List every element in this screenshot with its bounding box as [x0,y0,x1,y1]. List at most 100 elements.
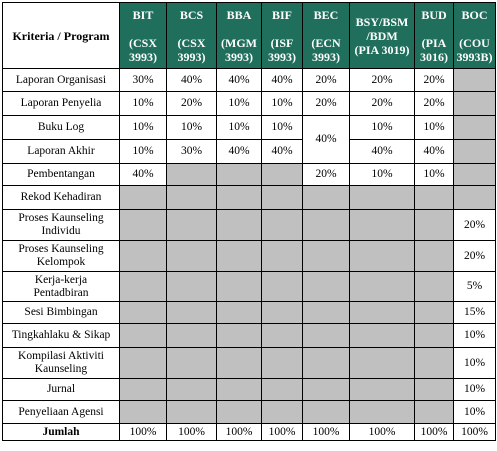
value-cell: 40% [216,139,262,164]
value-cell: 20% [453,240,496,272]
criteria-label: Sesi Bimbingan [2,301,120,324]
assessment-criteria-table: Kriteria / Program BIT (CSX 3993) BCS (CSX… [2,2,496,441]
criteria-label: Penyeliaan Agensi [2,400,120,424]
value-cell: 40% [216,68,262,92]
empty-cell [302,209,350,241]
empty-cell [216,271,262,302]
value-cell: 10% [166,115,217,140]
header-row: Kriteria / Program BIT (CSX 3993) BCS (CSX… [2,2,496,69]
total-row: Jumlah 100% 100% 100% 100% 100% 100% 100… [2,423,496,441]
value-cell: 40% [119,163,167,186]
empty-cell [119,209,167,241]
total-cell: 100% [302,423,350,441]
empty-cell [349,301,415,324]
criteria-label: Laporan Penyelia [2,91,120,116]
empty-cell [119,378,167,401]
table-row: Kompilasi Aktiviti Kaunseling 10% [2,347,496,379]
criteria-label: Proses Kaunseling Kelompok [2,240,120,272]
total-cell: 100% [414,423,454,441]
table-row: Laporan Akhir 10% 30% 40% 40% 40% 40% [2,139,496,164]
empty-cell [302,347,350,379]
header-program-bsy: BSY/BSM /BDM (PIA 3019) [349,2,415,69]
empty-cell [349,209,415,241]
empty-cell [166,347,217,379]
empty-cell [302,240,350,272]
empty-cell [119,301,167,324]
empty-cell [216,185,262,210]
header-program-bit: BIT (CSX 3993) [119,2,167,69]
empty-cell [261,323,303,348]
empty-cell [302,271,350,302]
total-cell: 100% [119,423,167,441]
empty-cell [119,185,167,210]
empty-cell [216,347,262,379]
criteria-label: Buku Log [2,115,120,140]
table-row: Sesi Bimbingan 15% [2,301,496,324]
total-cell: 100% [166,423,217,441]
total-label: Jumlah [2,423,120,441]
header-criteria: Kriteria / Program [2,2,120,69]
empty-cell [166,185,217,210]
value-cell: 20% [302,68,350,92]
total-cell: 100% [216,423,262,441]
value-cell: 10% [119,91,167,116]
empty-cell [414,323,454,348]
empty-cell [216,209,262,241]
value-cell: 40% [261,68,303,92]
value-cell: 5% [453,271,496,302]
empty-cell [166,323,217,348]
empty-cell [261,378,303,401]
value-cell: 20% [166,91,217,116]
empty-cell [349,400,415,424]
empty-cell [453,139,496,164]
empty-cell [216,163,262,186]
table-row: Buku Log 10% 10% 10% 10% 40% 10% 10% [2,115,496,164]
table-row: Proses Kaunseling Kelompok 20% [2,240,496,272]
empty-cell [414,400,454,424]
total-cell: 100% [349,423,415,441]
empty-cell [349,185,415,210]
value-cell: 20% [302,91,350,116]
criteria-label: Jurnal [2,378,120,401]
empty-cell [349,347,415,379]
value-cell: 20% [349,68,415,92]
value-cell: 20% [414,91,454,116]
empty-cell [261,209,303,241]
header-program-bud: BUD (PIA 3016) [414,2,454,69]
empty-cell [302,323,350,348]
value-cell: 10% [349,115,415,140]
empty-cell [302,378,350,401]
empty-cell [414,378,454,401]
value-cell: 40% [166,68,217,92]
empty-cell [349,323,415,348]
empty-cell [414,240,454,272]
empty-cell [261,240,303,272]
value-cell: 20% [302,163,350,186]
empty-cell [119,240,167,272]
value-cell: 30% [119,68,167,92]
empty-cell [414,209,454,241]
empty-cell [414,185,454,210]
value-cell: 15% [453,301,496,324]
empty-cell [216,323,262,348]
criteria-label: Pembentangan [2,163,120,186]
value-cell: 20% [349,91,415,116]
empty-cell [166,400,217,424]
value-cell: 10% [261,115,303,140]
table-row: Kerja-kerja Pentadbiran 5% [2,271,496,302]
table-row: Proses Kaunseling Individu 20% [2,209,496,241]
empty-cell [453,68,496,92]
value-cell: 20% [414,68,454,92]
empty-cell [261,301,303,324]
criteria-label: Laporan Akhir [2,139,120,164]
empty-cell [166,271,217,302]
empty-cell [216,301,262,324]
empty-cell [349,378,415,401]
value-cell: 10% [119,139,167,164]
value-cell: 10% [453,400,496,424]
empty-cell [261,271,303,302]
value-cell: 10% [261,91,303,116]
empty-cell [414,301,454,324]
value-cell: 40% [414,139,454,164]
table-row: Rekod Kehadiran [2,185,496,210]
